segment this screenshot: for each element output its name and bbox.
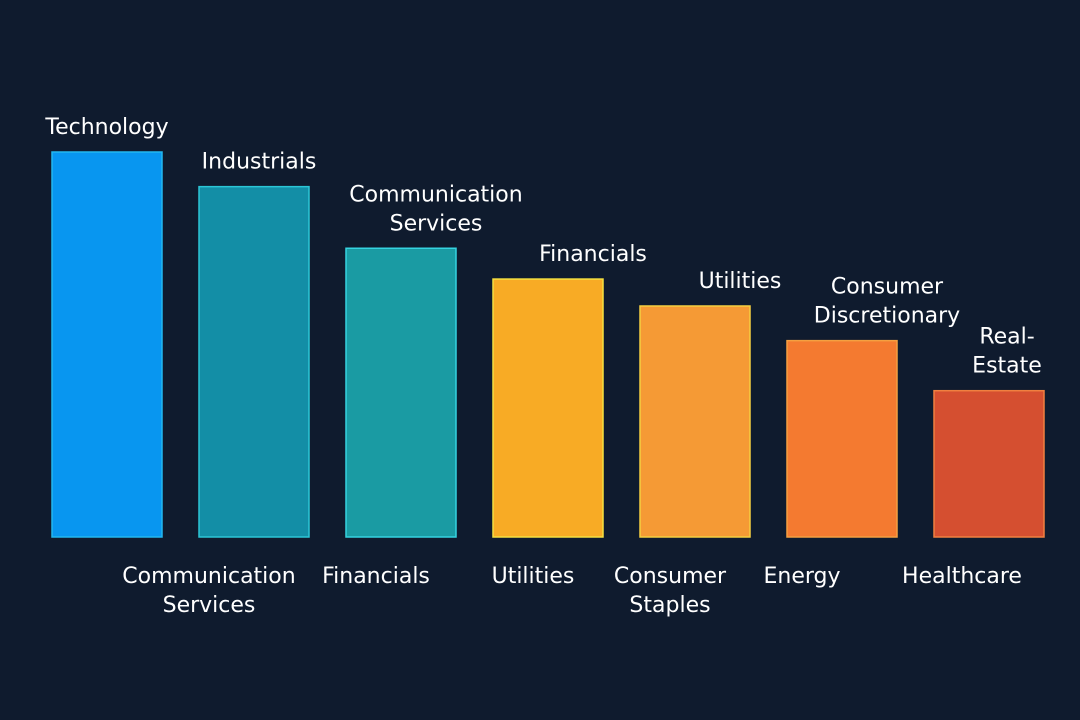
bar-bottom-label: Financials <box>322 564 430 589</box>
bar-bottom-label: Services <box>163 593 256 618</box>
bar-top-label: Estate <box>972 354 1042 379</box>
bar-bottom-label: Consumer <box>614 564 727 589</box>
bar <box>786 339 898 538</box>
bar-top-label: Utilities <box>699 269 782 294</box>
bar-top-label: Communication <box>349 182 522 207</box>
bar-top-label: Technology <box>44 115 168 140</box>
bar-top-label: Services <box>390 211 483 236</box>
bar-top-label: Industrials <box>202 150 317 175</box>
bar <box>492 278 604 538</box>
bar-top-label: Real- <box>979 325 1034 350</box>
bar-bottom-label: Energy <box>763 564 840 589</box>
bar-bottom-label: Utilities <box>492 564 575 589</box>
bar-bottom-label: Communication <box>122 564 295 589</box>
bar-top-label: Consumer <box>831 275 944 300</box>
bar <box>51 151 163 538</box>
bar <box>198 185 310 538</box>
bar-top-label: Discretionary <box>814 304 960 329</box>
bar-top-label: Financials <box>539 242 647 267</box>
bar-bottom-label: Healthcare <box>902 564 1022 589</box>
bar <box>639 305 751 538</box>
bar-bottom-label: Staples <box>629 593 710 618</box>
bar <box>933 389 1045 538</box>
bar <box>345 247 457 538</box>
